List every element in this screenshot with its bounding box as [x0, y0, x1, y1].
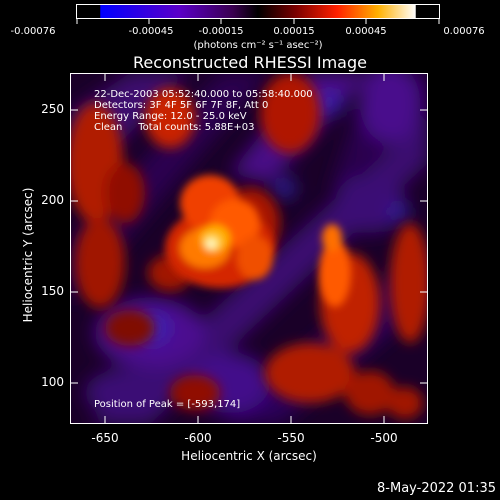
- image-title: Reconstructed RHESSI Image: [133, 53, 367, 72]
- flare-source: [165, 175, 351, 307]
- colorbar-ticks: [76, 19, 440, 24]
- x-axis-label: Heliocentric X (arcsec): [181, 449, 317, 463]
- colorbar-tick-label: -0.00076: [10, 26, 56, 37]
- x-tick-label: -500: [370, 431, 398, 445]
- y-tick-label: 100: [41, 375, 64, 389]
- y-axis-label: Heliocentric Y (arcsec): [21, 187, 35, 323]
- plot-area: 22-Dec-2003 05:52:40.000 to 05:58:40.000…: [70, 73, 428, 424]
- annotation-energy-range: Energy Range: 12.0 - 25.0 keV: [94, 111, 247, 122]
- colorbar-tick-label: -0.00045: [128, 26, 174, 37]
- x-tick-label: -600: [184, 431, 212, 445]
- x-axis-ticks: [104, 73, 385, 424]
- colorbar-tick-label: 0.00015: [273, 26, 315, 37]
- annotation-peak-position: Position of Peak = [-593,174]: [94, 399, 241, 410]
- colorbar-tick-label: -0.00015: [198, 26, 244, 37]
- annotation-detectors: Detectors: 3F 4F 5F 6F 7F 8F, Att 0: [94, 100, 269, 111]
- y-axis-ticks: [70, 109, 428, 384]
- x-tick-label: -650: [91, 431, 119, 445]
- annotation-time-range: 22-Dec-2003 05:52:40.000 to 05:58:40.000: [94, 89, 313, 100]
- x-tick-label: -550: [277, 431, 305, 445]
- colorbar: [76, 4, 440, 19]
- annotation-clean-counts: Clean Total counts: 5.88E+03: [94, 122, 255, 133]
- y-tick-label: 200: [41, 193, 64, 207]
- colorbar-tick-label: 0.00076: [443, 26, 485, 37]
- colorbar-unit: (photons cm⁻² s⁻¹ asec⁻²): [193, 40, 323, 51]
- y-tick-label: 150: [41, 284, 64, 298]
- flux-map: [70, 73, 428, 424]
- timestamp: 8-May-2022 01:35: [377, 481, 496, 496]
- y-tick-label: 250: [41, 102, 64, 116]
- colorbar-tick-label: 0.00045: [345, 26, 387, 37]
